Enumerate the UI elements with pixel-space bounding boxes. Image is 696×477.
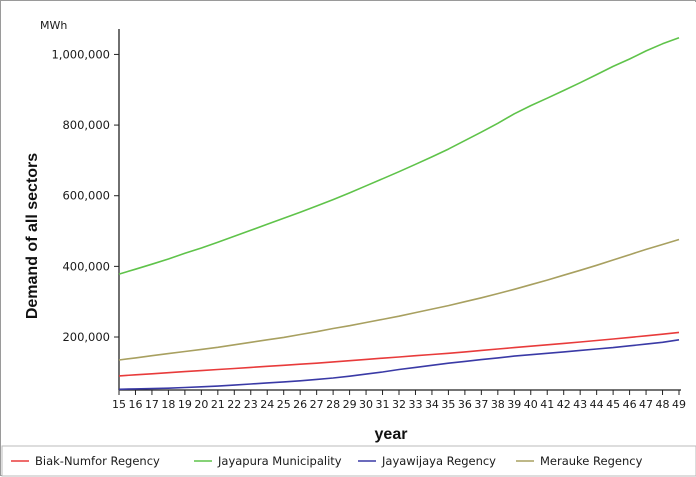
- x-tick-label: 22: [227, 398, 241, 411]
- x-tick-label: 43: [573, 398, 587, 411]
- x-tick-label: 48: [656, 398, 670, 411]
- x-tick-label: 38: [491, 398, 505, 411]
- x-tick-label: 27: [310, 398, 324, 411]
- legend-box: [1, 445, 696, 477]
- series-line-jayapura-municipality: [118, 37, 680, 275]
- x-tick-label: 16: [128, 398, 142, 411]
- x-tick-label: 20: [194, 398, 208, 411]
- x-tick-label: 18: [161, 398, 175, 411]
- y-tick-label: 200,000: [62, 330, 110, 344]
- x-tick-label: 45: [606, 398, 620, 411]
- x-tick-label: 42: [557, 398, 571, 411]
- y-tick-label: 1,000,000: [51, 47, 110, 61]
- x-tick-label: 35: [441, 398, 455, 411]
- x-tick-label: 29: [343, 398, 357, 411]
- x-tick-label: 24: [260, 398, 274, 411]
- x-axis-ticks: 15 16 17 18 19 20 21 22 23 24 25 26 27 28 29 30 31 32 33 34…: [112, 390, 686, 411]
- x-tick-label: 36: [458, 398, 472, 411]
- x-tick-label: 30: [359, 398, 373, 411]
- x-tick-label: 23: [244, 398, 258, 411]
- series-line-jayawijaya-regency: [118, 339, 680, 391]
- legend-label-merauke-regency: Merauke Regency: [540, 454, 643, 468]
- x-tick-label: 28: [326, 398, 340, 411]
- y-axis-title: Demand of all sectors: [24, 153, 41, 319]
- legend-label-jayapura-municipality: Jayapura Municipality: [217, 454, 342, 468]
- series-lines: [118, 37, 680, 391]
- x-tick-label: 37: [474, 398, 488, 411]
- x-tick-label: 44: [590, 398, 604, 411]
- x-tick-label: 33: [408, 398, 422, 411]
- x-tick-label: 26: [293, 398, 307, 411]
- y-tick-label: 600,000: [62, 189, 110, 203]
- x-tick-label: 49: [672, 398, 686, 411]
- x-axis-title: year: [375, 426, 408, 443]
- x-tick-label: 15: [112, 398, 126, 411]
- legend: Biak-Numfor Regency Jayapura Municipality…: [11, 454, 643, 468]
- x-tick-label: 32: [392, 398, 406, 411]
- x-tick-label: 19: [178, 398, 192, 411]
- series-line-merauke-regency: [118, 238, 680, 361]
- y-unit-label: MWh: [40, 19, 67, 32]
- legend-label-biak-numfor-regency: Biak-Numfor Regency: [35, 454, 160, 468]
- axes: [118, 29, 681, 391]
- y-axis-ticks: 200,000 400,000 600,000 800,000 1,000,000: [51, 47, 119, 344]
- legend-border: [1, 445, 696, 477]
- x-tick-label: 25: [277, 398, 291, 411]
- x-tick-label: 47: [639, 398, 653, 411]
- y-tick-label: 800,000: [62, 118, 110, 132]
- y-tick-label: 400,000: [62, 259, 110, 273]
- legend-label-jayawijaya-regency: Jayawijaya Regency: [381, 454, 496, 468]
- x-tick-label: 17: [145, 398, 159, 411]
- x-tick-label: 41: [540, 398, 554, 411]
- x-tick-label: 40: [524, 398, 538, 411]
- x-tick-label: 46: [623, 398, 637, 411]
- x-tick-label: 34: [425, 398, 439, 411]
- x-tick-label: 39: [507, 398, 521, 411]
- x-tick-label: 31: [376, 398, 390, 411]
- series-line-biak-numfor-regency: [118, 331, 680, 377]
- x-tick-label: 21: [211, 398, 225, 411]
